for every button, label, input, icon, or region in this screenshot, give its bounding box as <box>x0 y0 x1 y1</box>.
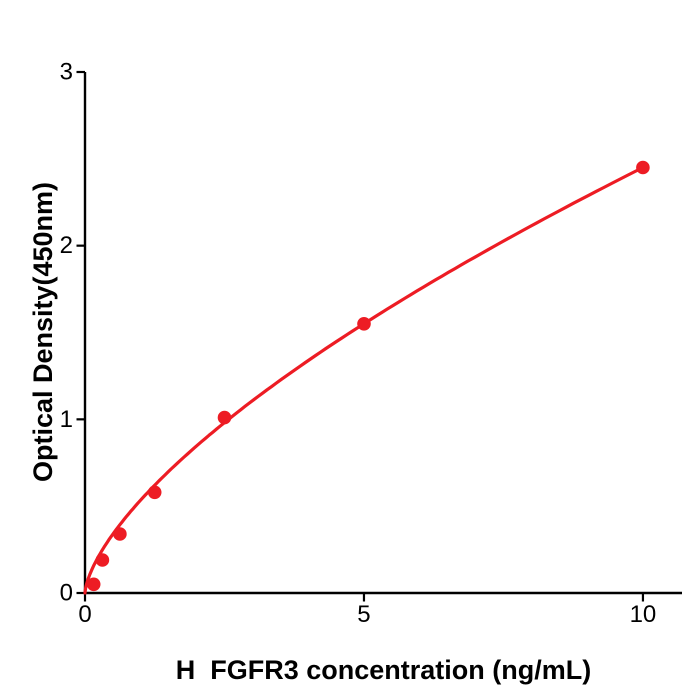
y-tick-label: 3 <box>60 59 73 86</box>
y-tick-label: 2 <box>60 232 73 259</box>
data-point <box>95 553 110 567</box>
y-tick-label: 0 <box>60 580 73 607</box>
data-point <box>636 160 650 175</box>
data-point <box>86 577 101 592</box>
data-point <box>357 317 371 331</box>
data-point <box>113 527 127 541</box>
x-tick-label: 10 <box>630 601 657 628</box>
y-tick-label: 1 <box>60 406 73 433</box>
axis-spines <box>83 72 682 595</box>
data-point <box>147 485 162 500</box>
fit-curve <box>83 165 645 595</box>
x-tick-label: 0 <box>78 601 91 628</box>
data-point <box>217 410 232 425</box>
y-axis-title: Optical Density(450nm) <box>28 181 58 483</box>
x-tick-label: 5 <box>357 601 370 628</box>
x-axis-title: H FGFR3 concentration (ng/mL) <box>175 655 592 685</box>
